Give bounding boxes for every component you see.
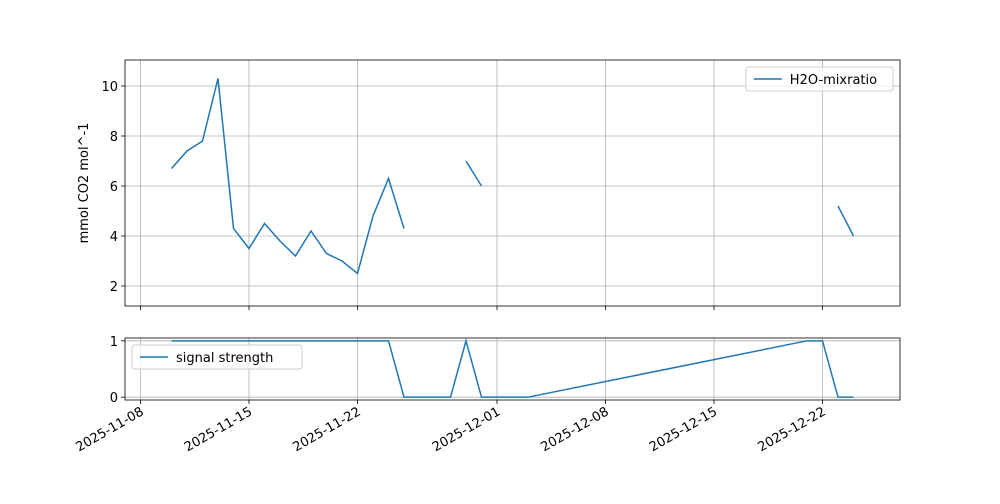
data-line (170, 78, 855, 275)
axes-frame (124, 59, 901, 307)
data-line (171, 337, 854, 398)
x-tick-label: 2025-12-22 (756, 404, 829, 455)
legend-label: H2O-mixratio (790, 73, 877, 88)
y-tick-label: 8 (110, 130, 118, 145)
x-tick-label: 2025-12-01 (430, 404, 503, 455)
y-tick-label: 10 (101, 80, 118, 95)
legend-box (131, 344, 303, 370)
y-tick-label: 0 (110, 391, 118, 406)
axes-frame (124, 337, 901, 401)
legend-label: signal strength (176, 351, 273, 366)
y-tick-label: 4 (110, 230, 118, 245)
x-tick-label: 2025-11-22 (291, 404, 364, 455)
legend-box (745, 66, 894, 92)
y-tick-label: 6 (110, 180, 118, 195)
y-tick-label: 2 (110, 280, 118, 295)
y-tick-label: 1 (110, 335, 118, 350)
x-tick-label: 2025-11-15 (182, 404, 255, 455)
x-tick-label: 2025-12-15 (647, 404, 720, 455)
y-axis-label: mmol CO2 mol^-1 (77, 123, 92, 244)
x-tick-label: 2025-11-08 (74, 404, 147, 455)
x-tick-label: 2025-12-08 (539, 404, 612, 455)
